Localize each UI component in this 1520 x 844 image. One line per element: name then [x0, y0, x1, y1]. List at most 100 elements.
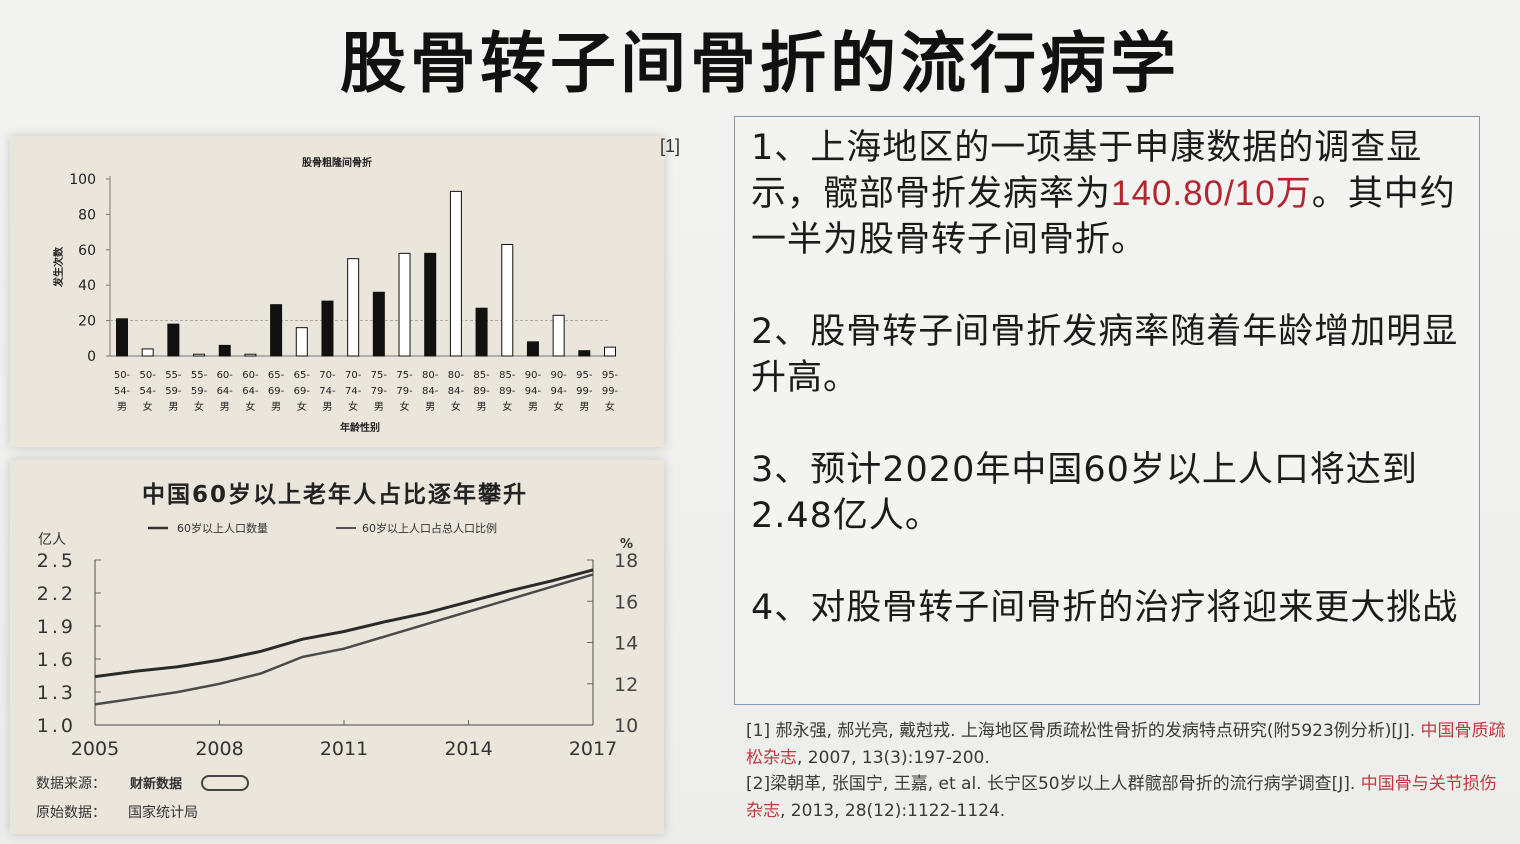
bar-4: [193, 353, 206, 357]
point-2-text: 2、股骨转子间骨折发病率随着年龄增加明显升高。: [751, 312, 1459, 398]
bar-category-label: 59-: [165, 386, 182, 397]
reference-2-text: [2]梁朝革, 张国宁, 王嘉, et al. 长宁区50岁以上人群髋部骨折的流…: [746, 774, 1361, 794]
bar-category-label: 75-: [371, 370, 388, 381]
reference-1: [1] 郝永强, 郝光亮, 戴尅戎. 上海地区骨质疏松性骨折的发病特点研究(附5…: [746, 718, 1506, 771]
bar-7: [270, 304, 283, 357]
left-y-tick-label: 1.3: [37, 682, 76, 704]
point-1: 1、上海地区的一项基于申康数据的调查显示，髋部骨折发病率为140.80/10万。…: [751, 125, 1461, 263]
bar-category-label: 男: [374, 401, 384, 413]
bar-category-label: 女: [605, 400, 615, 413]
bar-9: [321, 300, 334, 357]
bar-category-label: 69-: [294, 386, 311, 397]
bar-category-label: 女: [451, 400, 461, 413]
bar-category-label: 99-: [602, 386, 619, 397]
bar-category-label: 80-: [422, 370, 439, 381]
x-tick-label: 2011: [320, 738, 368, 760]
bar-category-label: 90-: [525, 370, 542, 381]
key-points-box: 1、上海地区的一项基于申康数据的调查显示，髋部骨折发病率为140.80/10万。…: [734, 116, 1480, 705]
bar-category-label: 80-: [448, 370, 465, 381]
bar-5: [218, 344, 231, 357]
source-brand: 财新数据: [130, 776, 182, 792]
bar-y-axis-label: 发生次数: [52, 246, 65, 288]
legend-ratio: 60岁以上人口占总人口比例: [362, 521, 497, 535]
bar-category-label: 男: [579, 401, 589, 413]
right-y-tick-label: 14: [614, 633, 638, 655]
bar-y-tick-label: 20: [78, 314, 96, 330]
left-y-tick-label: 1.0: [37, 715, 76, 737]
bar-category-label: 59-: [191, 386, 208, 397]
bar-category-label: 74-: [345, 386, 362, 397]
legend-population: 60岁以上人口数量: [177, 521, 268, 535]
right-y-tick-label: 10: [614, 715, 638, 737]
references: [1] 郝永强, 郝光亮, 戴尅戎. 上海地区骨质疏松性骨折的发病特点研究(附5…: [746, 718, 1506, 824]
bar-category-label: 69-: [268, 386, 285, 397]
bar-y-tick-label: 0: [87, 349, 96, 365]
bar-14: [449, 190, 462, 357]
right-y-tick-label: 16: [614, 591, 638, 613]
bar-6: [244, 353, 257, 357]
bar-category-label: 64-: [217, 386, 234, 397]
reference-2: [2]梁朝革, 张国宁, 王嘉, et al. 长宁区50岁以上人群髋部骨折的流…: [746, 771, 1506, 824]
series-population-line: [94, 568, 594, 679]
right-y-tick-label: 12: [614, 674, 638, 696]
bar-category-label: 女: [554, 400, 564, 413]
bar-chart-panel: 股骨粗隆间骨折 发生次数 年龄性别 0 20 40 60 80 100 50- 54- 男 50- 54-…: [10, 136, 664, 447]
bar-16: [501, 243, 514, 357]
bar-1: [116, 318, 128, 357]
bar-category-label: 女: [245, 400, 255, 413]
brand-logo: [201, 775, 249, 791]
bar-y-tick-label: 80: [78, 207, 96, 223]
bar-category-label: 89-: [473, 386, 490, 397]
bar-category-label: 男: [477, 401, 487, 413]
bar-category-label: 94-: [550, 386, 567, 397]
bar-17: [526, 341, 539, 357]
bar-category-label: 75-: [396, 370, 413, 381]
bar-y-tick-label: 60: [78, 243, 96, 259]
bar-category-label: 女: [502, 400, 512, 413]
bar-category-label: 85-: [473, 370, 490, 381]
bar-category-label: 男: [528, 401, 538, 413]
bar-y-tick-label: 100: [69, 172, 96, 188]
bar-category-label: 94-: [525, 386, 542, 397]
bar-category-label: 89-: [499, 386, 516, 397]
bar-category-label: 65-: [294, 370, 311, 381]
bar-11: [372, 291, 385, 357]
left-y-tick-label: 2.2: [37, 583, 76, 605]
point-2: 2、股骨转子间骨折发病率随着年龄增加明显升高。: [751, 309, 1461, 401]
bar-20: [604, 346, 616, 357]
reference-marker: [1]: [660, 136, 681, 156]
reference-2-journal: 中国骨与关节损伤杂志: [746, 774, 1497, 821]
bar-category-label: 85-: [499, 370, 516, 381]
slide-title: 股骨转子间骨折的流行病学: [340, 25, 1180, 102]
raw-data-source: 国家统计局: [128, 804, 198, 821]
bar-category-label: 84-: [422, 386, 439, 397]
left-y-tick-label: 1.6: [37, 649, 76, 671]
bar-category-label: 男: [425, 401, 435, 413]
bar-15: [475, 307, 488, 357]
line-chart: 中国60岁以上老年人占比逐年攀升 60岁以上人口数量 60岁以上人口占总人口比例亿人…: [36, 481, 638, 821]
bar-2: [141, 348, 154, 357]
bar-category-label: 70-: [345, 370, 362, 381]
bar-chart-title: 股骨粗隆间骨折: [302, 156, 372, 169]
bar-category-label: 女: [400, 400, 410, 413]
raw-data-label: 原始数据：: [36, 805, 106, 821]
left-y-tick-label: 1.9: [37, 616, 76, 638]
incidence-highlight: 140.80/10万: [1111, 174, 1312, 213]
bar-category-label: 男: [168, 401, 178, 413]
bar-category-label: 男: [271, 401, 281, 413]
bar-category-label: 74-: [319, 386, 336, 397]
left-axis-unit: 亿人: [38, 532, 66, 548]
bar-3: [167, 323, 180, 357]
bar-x-axis-label: 年龄性别: [340, 421, 380, 434]
bar-category-label: 女: [194, 400, 204, 413]
bar-category-label: 男: [220, 401, 230, 413]
bar-category-label: 64-: [242, 386, 259, 397]
bar-category-label: 男: [322, 401, 332, 413]
bar-category-label: 54-: [140, 386, 157, 397]
reference-1-tail: , 2007, 13(3):197-200.: [797, 747, 990, 768]
point-1-text: 1、上海地区的一项基于申康数据的调查显示，髋部骨折发病率为: [751, 128, 1423, 214]
bar-category-label: 79-: [371, 386, 388, 397]
bar-category-label: 女: [297, 400, 307, 413]
bar-8: [295, 327, 308, 357]
